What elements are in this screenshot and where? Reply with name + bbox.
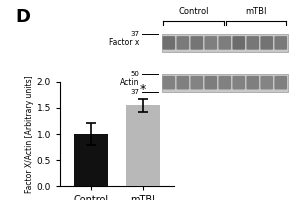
- FancyBboxPatch shape: [232, 36, 245, 50]
- Text: 37: 37: [130, 31, 139, 37]
- FancyBboxPatch shape: [260, 36, 273, 50]
- Bar: [162, 74, 288, 92]
- FancyBboxPatch shape: [232, 76, 245, 89]
- Text: 50: 50: [130, 71, 139, 77]
- Bar: [162, 34, 288, 52]
- Text: Control: Control: [178, 7, 208, 16]
- Bar: [126, 105, 160, 186]
- Bar: [74, 134, 108, 186]
- FancyBboxPatch shape: [274, 76, 287, 89]
- Text: D: D: [15, 8, 30, 26]
- FancyBboxPatch shape: [176, 76, 189, 89]
- FancyBboxPatch shape: [205, 76, 217, 89]
- FancyBboxPatch shape: [163, 76, 175, 89]
- FancyBboxPatch shape: [246, 76, 259, 89]
- Y-axis label: Factor X/Actin [Arbitrary units]: Factor X/Actin [Arbitrary units]: [25, 75, 34, 193]
- FancyBboxPatch shape: [163, 36, 175, 50]
- Text: Actin: Actin: [120, 78, 139, 87]
- FancyBboxPatch shape: [176, 36, 189, 50]
- FancyBboxPatch shape: [218, 76, 231, 89]
- FancyBboxPatch shape: [205, 36, 217, 50]
- FancyBboxPatch shape: [218, 36, 231, 50]
- Text: *: *: [140, 83, 146, 96]
- Text: mTBI: mTBI: [245, 7, 267, 16]
- FancyBboxPatch shape: [274, 36, 287, 50]
- FancyBboxPatch shape: [260, 76, 273, 89]
- FancyBboxPatch shape: [246, 36, 259, 50]
- Text: Factor x: Factor x: [109, 38, 139, 47]
- Text: 37: 37: [130, 89, 139, 95]
- FancyBboxPatch shape: [190, 36, 203, 50]
- FancyBboxPatch shape: [190, 76, 203, 89]
